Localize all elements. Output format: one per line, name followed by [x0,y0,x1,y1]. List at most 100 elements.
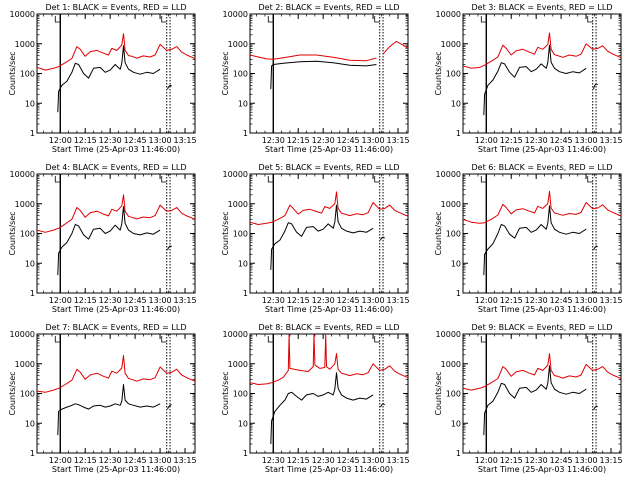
x-axis-label: Start Time (25-Apr-03 11:46:00) [52,305,180,314]
y-tick-label: 1 [243,289,248,298]
y-axis-label: Counts/sec [434,371,443,415]
x-tick-label: 12:45 [124,136,147,145]
y-tick-label: 10000 [436,10,461,19]
x-tick-label: 13:00 [149,456,172,465]
y-tick-label: 1000 [228,200,248,209]
panel-title: Det 1: BLACK = Events, RED = LLD [46,3,187,12]
events-series-line [167,245,172,251]
y-tick-label: 1 [243,449,248,458]
y-tick-label: 10 [25,259,35,268]
x-tick-label: 13:00 [575,456,598,465]
x-tick-label: 12:15 [500,456,523,465]
events-series-line [270,372,374,445]
bracket-mark [480,16,487,23]
x-axis-label: Start Time (25-Apr-03 11:46:00) [265,305,393,314]
y-axis-label: Counts/sec [221,211,230,255]
detector-panel-2: Det 2: BLACK = Events, RED = LLD 1 10 100 10… [221,3,410,154]
detector-panel-7: Det 7: BLACK = Events, RED = LLD 1 10 100 10… [8,323,197,474]
bracket-mark [480,176,487,183]
lld-series-line [382,40,408,55]
y-tick-label: 10 [451,419,461,428]
x-tick-label: 13:15 [386,456,409,465]
y-tick-label: 10000 [223,10,248,19]
x-tick-label: 12:30 [312,456,335,465]
panel-title: Det 4: BLACK = Events, RED = LLD [46,163,187,172]
lld-series-line [37,194,195,233]
y-tick-label: 10 [25,99,35,108]
panel-title: Det 2: BLACK = Events, RED = LLD [259,3,400,12]
events-series-line [593,405,598,411]
x-tick-label: 13:15 [173,136,196,145]
detector-panel-5: Det 5: BLACK = Events, RED = LLD 1 10 100 10… [221,163,410,314]
events-series-line [380,403,385,408]
x-tick-label: 13:00 [362,456,385,465]
events-series-line [167,84,172,90]
x-axis-label: Start Time (25-Apr-03 11:46:00) [478,305,606,314]
y-axis-label: Counts/sec [8,211,17,255]
x-tick-label: 12:30 [525,296,548,305]
x-tick-label: 12:45 [337,296,360,305]
x-tick-label: 13:00 [149,296,172,305]
x-tick-label: 12:15 [287,296,310,305]
y-axis-label: Counts/sec [434,211,443,255]
events-series-line [593,83,598,90]
y-tick-label: 10000 [223,170,248,179]
lld-series-line [250,334,408,385]
events-series-line [270,60,377,90]
y-tick-label: 1000 [441,200,461,209]
x-tick-label: 12:15 [74,296,97,305]
x-tick-label: 13:15 [599,456,622,465]
y-axis-label: Counts/sec [8,51,17,95]
bracket-mark [161,336,167,343]
x-tick-label: 12:15 [287,456,310,465]
lld-series-line [463,353,621,391]
x-tick-label: 13:15 [386,296,409,305]
x-tick-label: 12:30 [262,456,285,465]
y-tick-label: 10000 [10,170,35,179]
x-tick-label: 13:15 [173,296,196,305]
y-tick-label: 100 [233,230,248,239]
lld-series-line [37,33,195,71]
bracket-mark [161,176,167,183]
x-tick-label: 12:15 [500,296,523,305]
x-tick-label: 12:00 [475,456,498,465]
events-series-line [483,205,587,276]
y-tick-label: 100 [20,230,35,239]
y-tick-label: 100 [446,390,461,399]
x-tick-label: 12:30 [525,136,548,145]
x-tick-label: 13:15 [173,456,196,465]
events-series-line [57,45,161,113]
y-tick-label: 10 [238,259,248,268]
x-tick-label: 12:15 [287,136,310,145]
x-axis-label: Start Time (25-Apr-03 11:46:00) [478,465,606,474]
x-tick-label: 12:15 [500,136,523,145]
y-tick-label: 10 [451,259,461,268]
bracket-mark [374,336,380,343]
x-tick-label: 13:00 [149,136,172,145]
x-tick-label: 13:15 [386,136,409,145]
x-tick-label: 12:30 [525,456,548,465]
x-tick-label: 12:30 [99,296,122,305]
x-tick-label: 12:00 [49,456,72,465]
y-axis-label: Counts/sec [434,51,443,95]
y-tick-label: 1000 [228,40,248,49]
panel-title: Det 8: BLACK = Events, RED = LLD [259,323,400,332]
events-series-line [593,245,598,251]
bracket-mark [587,16,593,23]
x-tick-label: 12:15 [74,456,97,465]
x-axis-label: Start Time (25-Apr-03 11:46:00) [265,465,393,474]
bracket-mark [587,336,593,343]
y-tick-label: 100 [20,70,35,79]
detector-panel-6: Det 6: BLACK = Events, RED = LLD 1 10 100 10… [434,163,623,314]
y-tick-label: 100 [446,230,461,239]
x-tick-label: 13:00 [362,296,385,305]
lld-series-line [463,190,621,224]
x-tick-label: 12:30 [99,456,122,465]
x-tick-label: 12:45 [550,136,573,145]
bracket-mark [161,16,167,23]
lld-series-line [250,191,408,225]
y-tick-label: 100 [233,390,248,399]
x-axis-label: Start Time (25-Apr-03 11:46:00) [52,145,180,154]
y-tick-label: 1 [30,289,35,298]
